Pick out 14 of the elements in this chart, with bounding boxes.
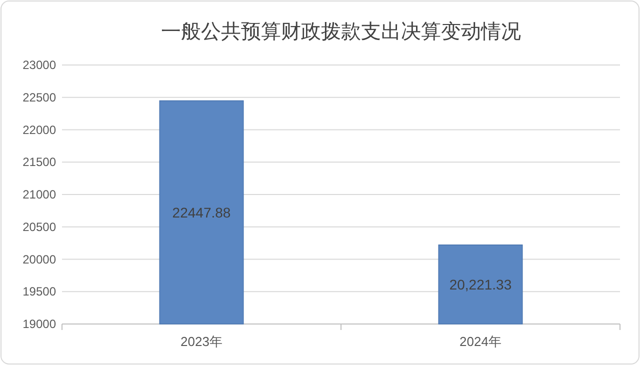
x-tick-label: 2023年 <box>180 334 222 349</box>
y-tick-label: 21500 <box>22 155 56 170</box>
y-tick-label: 19000 <box>22 317 56 331</box>
data-label: 20,221.33 <box>449 276 512 292</box>
y-tick-label: 22500 <box>22 90 56 104</box>
x-tick-label: 2024年 <box>460 334 502 349</box>
y-tick-label: 23000 <box>22 58 56 72</box>
y-tick-label: 22000 <box>22 122 56 137</box>
y-tick-label: 20000 <box>22 252 56 266</box>
title: 一般公共预算财政拨款支出决算变动情况 <box>161 21 521 43</box>
data-label: 22447.88 <box>172 204 231 220</box>
y-tick-label: 19500 <box>22 284 56 299</box>
y-tick-label: 21000 <box>22 188 56 202</box>
y-tick-label: 20500 <box>22 220 56 234</box>
